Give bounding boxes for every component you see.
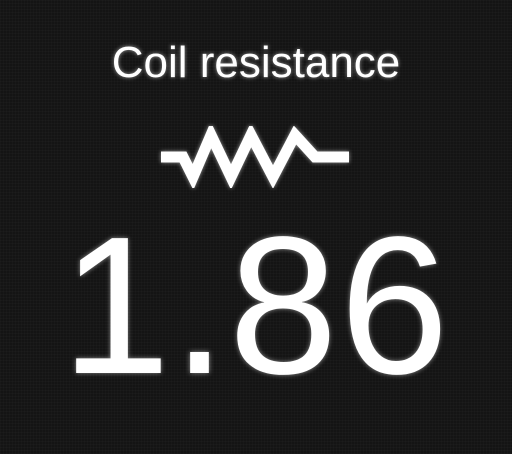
- resistance-value: 1.86: [0, 208, 512, 404]
- display-title: Coil resistance: [0, 36, 512, 90]
- resistor-icon: [159, 126, 353, 188]
